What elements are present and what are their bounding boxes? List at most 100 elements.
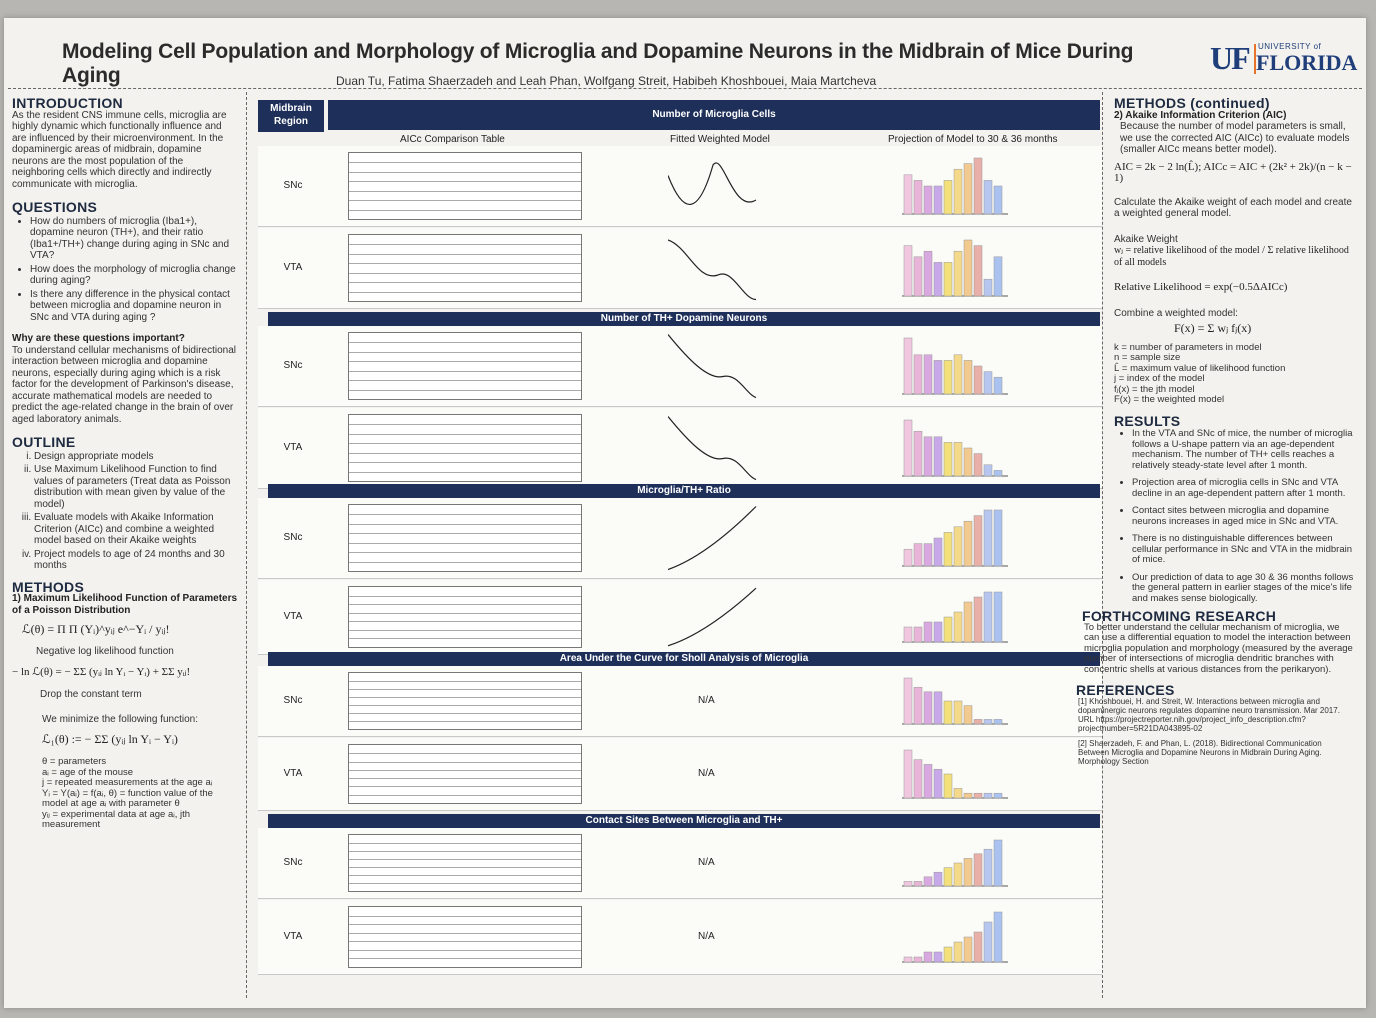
projection-bar (943, 360, 953, 395)
header-divider (8, 88, 1362, 89)
projection-bar (983, 464, 993, 477)
drop-label: Drop the constant term (40, 688, 142, 700)
uf-logo-name: FLORIDA (1256, 50, 1358, 75)
table-row (349, 171, 581, 173)
projection-bar (933, 951, 943, 963)
projection-bar (953, 700, 963, 725)
table-row (349, 471, 581, 473)
table-row (349, 291, 581, 293)
projection-bar (903, 749, 913, 799)
projection-bar (913, 543, 923, 567)
projection-bar (953, 611, 963, 643)
projection-bar (903, 626, 913, 643)
projection-bar-chart (902, 157, 1008, 215)
projection-bar (983, 180, 993, 215)
table-row (349, 843, 581, 844)
projection-bar (923, 764, 933, 799)
projection-bar (933, 262, 943, 297)
projection-bar (943, 262, 953, 297)
fitted-model-plot (668, 416, 757, 481)
projection-bar (983, 278, 993, 297)
aic-text: Because the number of model parameters i… (1120, 121, 1350, 155)
table-row (349, 514, 581, 516)
fitted-curve (668, 239, 757, 301)
projection-bar (903, 245, 913, 297)
projection-bar (953, 788, 963, 799)
combine-formula: F(x) = Σ wⱼ fⱼ(x) (1174, 321, 1252, 335)
fitted-model-plot (668, 239, 757, 301)
section-microglia-header: Number of Microglia Cells (328, 100, 1100, 130)
region-row: SNc (258, 498, 1102, 579)
region-label: VTA (283, 768, 303, 779)
table-row (349, 272, 581, 274)
neg-log-label: Negative log likelihood function (36, 645, 174, 657)
region-row: SNc (258, 326, 1102, 407)
table-row (349, 629, 581, 631)
projection-bar (983, 509, 993, 567)
table-row (349, 604, 581, 606)
aicc-table (348, 414, 582, 482)
table-row (349, 370, 581, 372)
uf-logo-univ: UNIVERSITY of (1258, 42, 1322, 51)
table-row (349, 361, 581, 363)
table-row (349, 190, 581, 192)
result-item: In the VTA and SNc of mice, the number o… (1132, 428, 1354, 471)
table-row (349, 705, 581, 706)
forthcoming-heading: FORTHCOMING RESEARCH (1082, 608, 1277, 624)
projection-bar-chart (902, 749, 1008, 799)
projection-bar (903, 881, 913, 887)
projection-bar (903, 548, 913, 567)
region-label: SNc (283, 360, 303, 371)
right-divider (1102, 92, 1103, 998)
section-header: Number of TH+ Dopamine Neurons (268, 312, 1100, 326)
outline-item: Evaluate models with Akaike Information … (34, 512, 238, 547)
region-row: SNc N/A (258, 666, 1102, 737)
projection-bar (923, 250, 933, 297)
fitted-curve (668, 506, 757, 571)
uf-logo-bar (1254, 44, 1256, 74)
projection-bar (943, 442, 953, 477)
fitted-model-na: N/A (698, 857, 715, 868)
projection-bar (933, 691, 943, 725)
fitted-curve (668, 162, 757, 205)
section-header: Area Under the Curve for Sholl Analysis … (268, 652, 1100, 666)
questions-list: How do numbers of microglia (Iba1+), dop… (12, 216, 238, 324)
table-row (349, 244, 581, 246)
projection-bar (903, 677, 913, 725)
projection-bar (993, 719, 1003, 725)
table-row (349, 181, 581, 183)
projection-bar (953, 250, 963, 297)
projection-bar (993, 792, 1003, 799)
projection-bar (953, 862, 963, 887)
fitted-model-plot (668, 162, 757, 205)
fitted-curve (668, 416, 757, 481)
fitted-model-label: Fitted Weighted Model (670, 134, 770, 145)
intro-text: As the resident CNS immune cells, microg… (12, 109, 227, 190)
region-row: VTA N/A (258, 900, 1102, 975)
fitted-model-na: N/A (698, 695, 715, 706)
projection-bar (943, 946, 953, 963)
projection-bar (923, 543, 933, 567)
table-row (349, 200, 581, 202)
projection-bar-chart (902, 591, 1008, 643)
projection-bar-chart (902, 337, 1008, 395)
projection-bar (963, 239, 973, 297)
table-row (349, 342, 581, 344)
table-row (349, 867, 581, 868)
neglog-formula: − ln ℒ(θ) = − ΣΣ (yᵢⱼ ln Yᵢ − Yᵢ) + ΣΣ y… (12, 666, 191, 678)
left-divider (246, 92, 247, 998)
projection-bar (903, 174, 913, 215)
table-row (349, 786, 581, 788)
projection-bar (943, 867, 953, 887)
table-row (349, 595, 581, 597)
result-item: There is no distinguishable differences … (1132, 533, 1354, 566)
reference-item: [1] Khoshbouei, H. and Streit, W. Intera… (1078, 696, 1340, 733)
projection-bar (913, 881, 923, 887)
variable-def: k = number of parameters in model (1114, 341, 1262, 353)
fitted-model-na: N/A (698, 768, 715, 779)
projection-bar (963, 163, 973, 215)
intro-heading: INTRODUCTION (12, 95, 123, 111)
result-item: Contact sites between microglia and dopa… (1132, 505, 1354, 527)
table-row (349, 389, 581, 391)
projection-bar (963, 858, 973, 887)
